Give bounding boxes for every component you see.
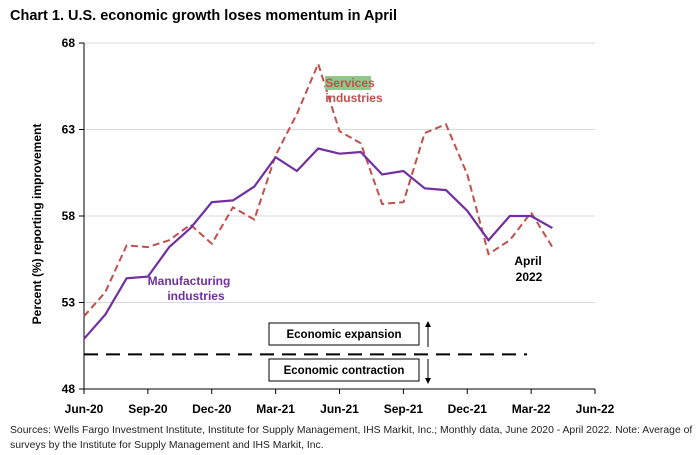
x-tick-label: Sep-21: [384, 402, 424, 416]
x-tick-label: Jun-21: [320, 402, 359, 416]
x-tick-label: Jun-20: [65, 402, 104, 416]
manufacturing-series-line: [83, 147, 553, 340]
expansion-box: Economic expansion: [268, 322, 420, 346]
services-label-line1: Services: [325, 76, 375, 90]
x-tick-label: Jun-22: [576, 402, 615, 416]
y-tick-label: 63: [62, 123, 76, 137]
x-tick-label: Mar-21: [256, 402, 295, 416]
up-arrow-icon: [425, 321, 431, 347]
april-label-line1: April: [514, 254, 541, 268]
expansion-label: Economic expansion: [286, 329, 401, 341]
services-label-line2: industries: [325, 91, 383, 105]
y-tick-label: 53: [62, 296, 76, 310]
x-tick-label: Dec-21: [448, 402, 488, 416]
contraction-label: Economic contraction: [284, 365, 405, 377]
chart-title: Chart 1. U.S. economic growth loses mome…: [10, 8, 397, 24]
manufacturing-label-line1: Manufacturing: [148, 274, 231, 288]
y-tick-label: 48: [62, 382, 76, 396]
manufacturing-label: Manufacturing industries: [148, 274, 231, 303]
manufacturing-label-line2: industries: [167, 289, 225, 303]
source-note: Sources: Wells Fargo Investment Institut…: [10, 425, 693, 451]
y-axis-ticks: 48 53 58 63 68: [62, 36, 84, 396]
y-tick-label: 58: [62, 209, 76, 223]
x-tick-label: Dec-20: [192, 402, 232, 416]
down-arrow-icon: [425, 359, 431, 384]
april-2022-label: April 2022: [514, 254, 542, 284]
x-axis-ticks: Jun-20 Sep-20 Dec-20 Mar-21 Jun-21 Sep-21 Dec-…: [65, 389, 615, 416]
y-tick-label: 68: [62, 36, 76, 50]
services-label: Services industries: [325, 76, 383, 105]
april-label-line2: 2022: [516, 270, 543, 284]
x-tick-label: Mar-22: [512, 402, 551, 416]
x-tick-label: Sep-20: [128, 402, 168, 416]
y-axis-label: Percent (%) reporting improvement: [30, 124, 44, 325]
services-series-line: [83, 60, 554, 317]
contraction-box: Economic contraction: [268, 358, 420, 382]
